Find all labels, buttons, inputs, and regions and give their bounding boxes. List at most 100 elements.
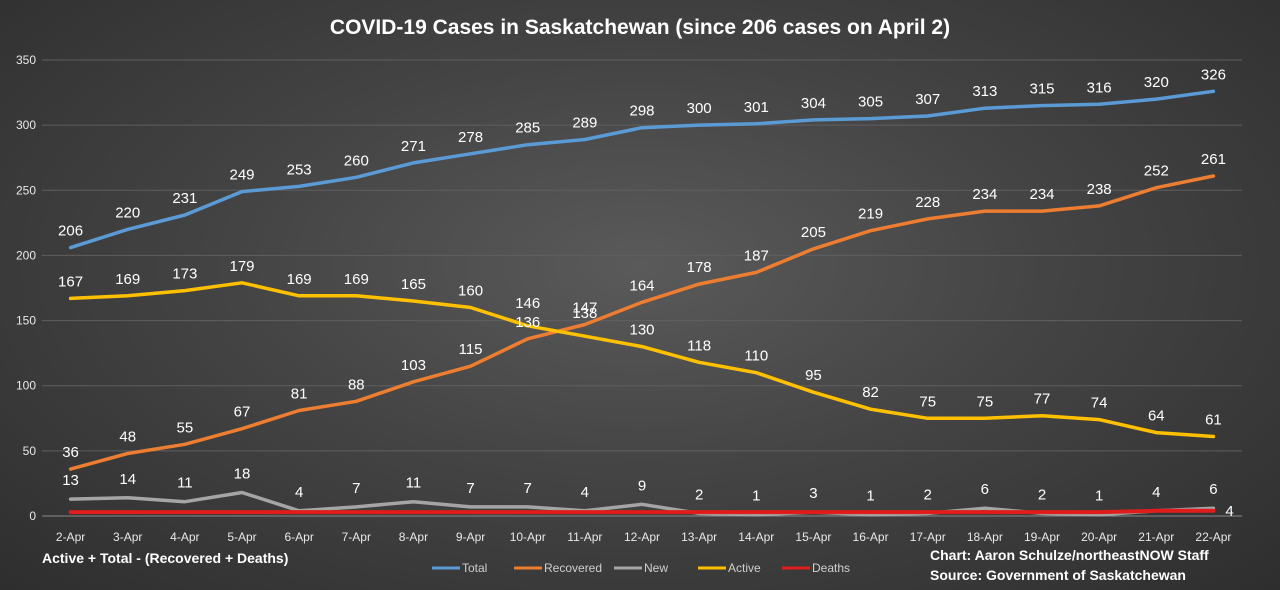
data-label-active: 75: [919, 393, 936, 410]
data-label-new: 4: [295, 484, 303, 501]
data-label-recovered: 67: [234, 404, 251, 421]
data-label-new: 3: [809, 485, 817, 502]
data-label-recovered: 36: [62, 444, 79, 461]
legend-label-recovered: Recovered: [544, 561, 602, 575]
x-tick-label: 9-Apr: [456, 530, 485, 544]
data-label-recovered: 136: [515, 314, 540, 331]
x-tick-label: 14-Apr: [738, 530, 774, 544]
data-label-recovered: 48: [119, 428, 136, 445]
data-label-new: 2: [695, 486, 703, 503]
y-tick-label: 350: [16, 53, 36, 67]
data-label-recovered: 219: [858, 206, 883, 223]
data-label-active: 138: [572, 305, 597, 322]
legend-label-total: Total: [462, 561, 487, 575]
data-label-total: 253: [287, 161, 312, 178]
x-tick-label: 12-Apr: [624, 530, 660, 544]
y-tick-label: 150: [16, 314, 36, 328]
data-label-active: 165: [401, 276, 426, 293]
data-label-recovered: 252: [1144, 163, 1169, 180]
legend: Total Recovered New Active Deaths: [432, 561, 850, 575]
data-label-active: 77: [1034, 391, 1051, 408]
x-tick-label: 20-Apr: [1081, 530, 1117, 544]
x-tick-label: 18-Apr: [967, 530, 1003, 544]
data-label-total: 285: [515, 120, 540, 137]
data-label-new: 11: [177, 475, 193, 492]
data-label-total: 300: [687, 100, 712, 117]
data-label-active: 95: [805, 367, 822, 384]
credit-block: Chart: Aaron Schulze/northeastNOW Staff …: [930, 545, 1209, 585]
x-tick-label: 5-Apr: [227, 530, 256, 544]
data-label-new: 6: [1209, 481, 1217, 498]
data-label-new: 1: [752, 488, 760, 505]
data-label-total: 316: [1087, 79, 1112, 96]
data-label-active: 82: [862, 384, 879, 401]
data-label-active: 75: [977, 393, 994, 410]
x-tick-label: 19-Apr: [1024, 530, 1060, 544]
data-label-new: 4: [1152, 484, 1160, 501]
data-label-new: 1: [866, 488, 874, 505]
data-label-total: 231: [172, 190, 197, 207]
data-label-new: 2: [1038, 486, 1046, 503]
data-label-new: 6: [981, 481, 989, 498]
y-tick-label: 0: [29, 509, 36, 523]
data-label-total: 260: [344, 152, 369, 169]
data-label-recovered: 238: [1087, 181, 1112, 198]
data-label-deaths: 4: [1225, 503, 1233, 520]
data-label-total: 320: [1144, 74, 1169, 91]
x-tick-label: 17-Apr: [910, 530, 946, 544]
x-tick-label: 4-Apr: [170, 530, 199, 544]
data-label-active: 179: [229, 258, 254, 275]
data-label-active: 173: [172, 266, 197, 283]
data-label-total: 278: [458, 129, 483, 146]
y-tick-label: 50: [23, 444, 37, 458]
data-label-active: 130: [629, 322, 654, 339]
data-label-recovered: 178: [687, 259, 712, 276]
data-label-new: 7: [352, 480, 360, 497]
x-tick-label: 7-Apr: [342, 530, 371, 544]
x-tick-label: 13-Apr: [681, 530, 717, 544]
data-label-active: 146: [515, 295, 540, 312]
series-lines: [68, 89, 1216, 517]
data-label-recovered: 261: [1201, 151, 1226, 168]
data-label-new: 18: [234, 466, 251, 483]
series-line-deaths: [68, 508, 1216, 515]
x-tick-label: 10-Apr: [510, 530, 546, 544]
data-label-recovered: 81: [291, 385, 308, 402]
credit-text: Chart: Aaron Schulze/northeastNOW Staff: [930, 547, 1209, 563]
data-label-recovered: 103: [401, 357, 426, 374]
series-line-recovered: [68, 174, 1216, 471]
data-label-new: 13: [62, 472, 79, 489]
x-tick-label: 3-Apr: [113, 530, 142, 544]
data-label-new: 7: [466, 480, 474, 497]
formula-note: Active + Total - (Recovered + Deaths): [42, 550, 289, 566]
data-label-active: 160: [458, 283, 483, 300]
data-label-recovered: 88: [348, 376, 365, 393]
source-text: Source: Government of Saskatchewan: [930, 567, 1186, 583]
legend-label-deaths: Deaths: [812, 561, 850, 575]
data-label-new: 14: [119, 471, 136, 488]
data-label-recovered: 205: [801, 224, 826, 241]
data-label-recovered: 147: [572, 299, 597, 316]
data-label-total: 249: [229, 167, 254, 184]
x-tick-label: 2-Apr: [56, 530, 85, 544]
data-label-total: 326: [1201, 66, 1226, 83]
data-label-new: 11: [406, 475, 422, 492]
data-label-total: 220: [115, 204, 140, 221]
y-axis: 0 50 100 150 200 250 300 350: [16, 53, 36, 523]
data-label-active: 169: [287, 271, 312, 288]
data-label-active: 169: [344, 271, 369, 288]
data-label-recovered: 234: [1029, 186, 1054, 203]
y-tick-label: 250: [16, 183, 36, 197]
y-tick-label: 300: [16, 118, 36, 132]
series-line-active: [68, 281, 1216, 439]
data-label-recovered: 55: [177, 419, 194, 436]
x-tick-label: 15-Apr: [795, 530, 831, 544]
data-label-total: 271: [401, 138, 426, 155]
data-label-recovered: 228: [915, 194, 940, 211]
x-tick-label: 8-Apr: [399, 530, 428, 544]
x-axis: 2-Apr 3-Apr 4-Apr 5-Apr 6-Apr 7-Apr 8-Apr 9-Apr…: [56, 530, 1232, 544]
x-tick-label: 22-Apr: [1195, 530, 1231, 544]
x-tick-label: 21-Apr: [1138, 530, 1174, 544]
data-label-total: 206: [58, 223, 83, 240]
